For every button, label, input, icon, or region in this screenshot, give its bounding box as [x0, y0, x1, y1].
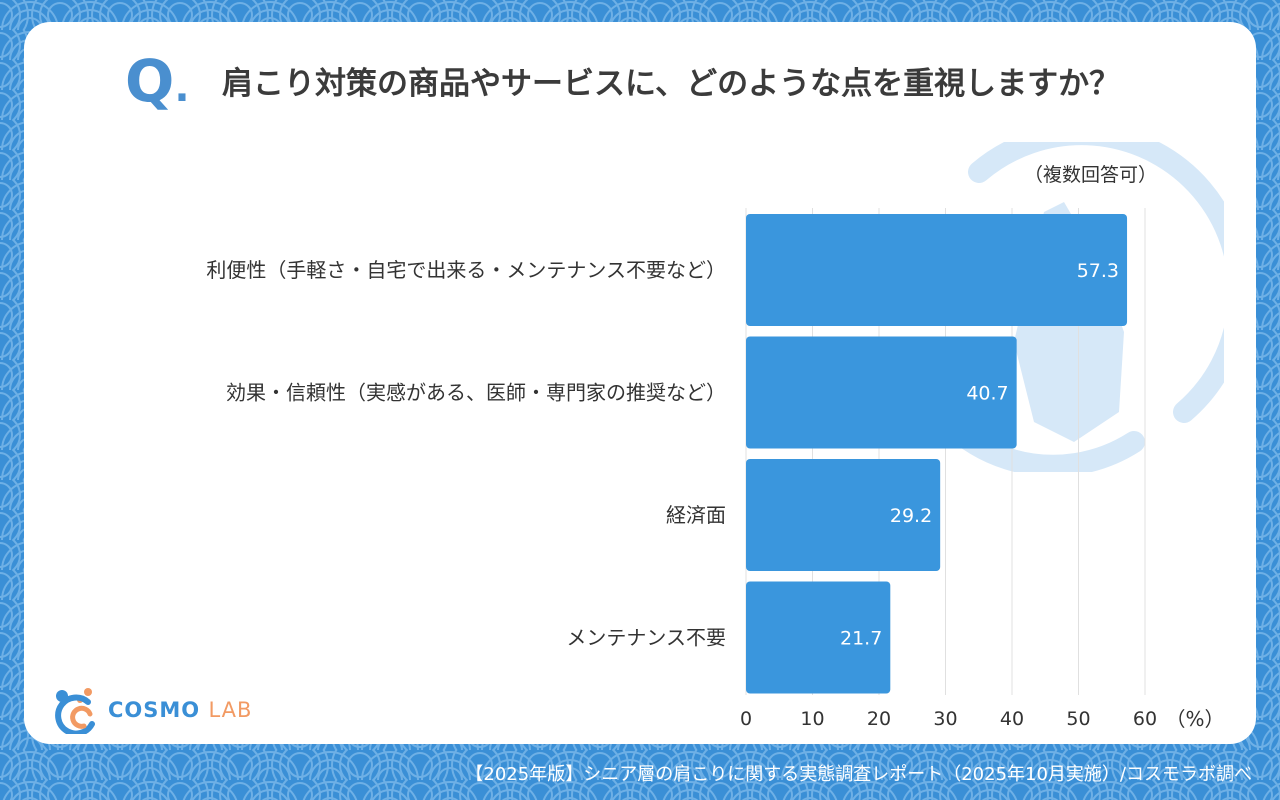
bar: [746, 459, 941, 571]
x-tick-label: 50: [1066, 708, 1090, 730]
logo-word-lab: LAB: [208, 698, 253, 722]
category-label: 効果・信頼性（実感がある、医師・専門家の推奨など）: [226, 381, 726, 405]
bar: [746, 581, 891, 694]
bar-value-label: 57.3: [1077, 260, 1119, 282]
category-label: 経済面: [666, 503, 726, 527]
bar-value-label: 40.7: [966, 383, 1008, 405]
category-label: 利便性（手軽さ・自宅で出来る・メンテナンス不要など）: [206, 258, 726, 282]
bar: [746, 214, 1128, 326]
x-tick-label: 60: [1133, 708, 1157, 730]
logo-word-cosmo: COSMO: [108, 698, 201, 722]
source-footer: 【2025年版】シニア層の肩こりに関する実態調査レポート（2025年10月実施）…: [465, 764, 1252, 785]
x-axis-unit: （%）: [1165, 707, 1224, 731]
x-tick-label: 10: [800, 708, 824, 730]
logo-wordmark: COSMO LAB: [108, 698, 252, 722]
x-tick-label: 40: [1000, 708, 1024, 730]
multiple-answer-note: （複数回答可）: [1024, 164, 1158, 186]
category-label: メンテナンス不要: [566, 626, 726, 650]
bar-chart: 0 10 20 30 40 50 60 （%） 57.3 利便性（手軽さ・自宅で出来る・メンテナン…: [206, 208, 1225, 731]
question-title: 肩こり対策の商品やサービスに、どのような点を重視しますか？: [222, 66, 1121, 102]
bar-value-label: 21.7: [840, 628, 882, 650]
question-mark-badge: Q.: [125, 47, 190, 115]
x-tick-label: 0: [740, 708, 752, 730]
x-tick-label: 30: [933, 708, 957, 730]
x-tick-label: 20: [867, 708, 891, 730]
cosmo-lab-logo-icon: [55, 688, 95, 734]
content-card: Q. 肩こり対策の商品やサービスに、どのような点を重視しますか？ （複数回答可）…: [24, 22, 1256, 744]
bar-value-label: 29.2: [890, 505, 932, 527]
bar: [746, 336, 1017, 449]
